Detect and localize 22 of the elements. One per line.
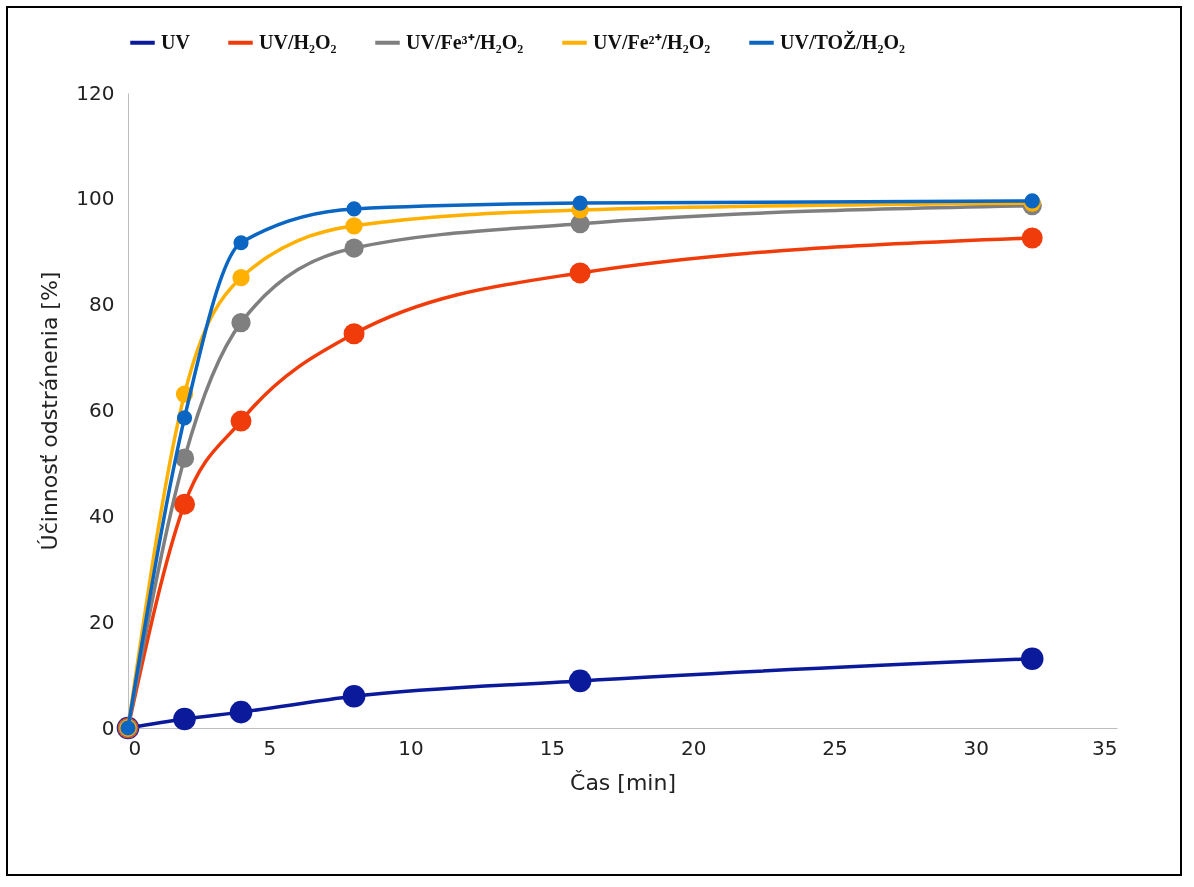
x-tick-label: 10	[398, 735, 424, 760]
x-tick-label: 0	[128, 735, 142, 760]
y-tick-label: 100	[76, 186, 115, 211]
legend-label: UV	[161, 30, 191, 53]
x-tick-label: 35	[1092, 735, 1118, 760]
x-tick-label: 30	[963, 735, 989, 760]
legend-label: UV/Fe³⁺/H₂O₂	[406, 30, 524, 53]
x-tick-label: 5	[263, 735, 277, 760]
y-axis-title: Účinnosť odstránenia [%]	[37, 271, 63, 551]
y-tick-label: 20	[89, 609, 115, 634]
y-tick-label: 40	[89, 503, 115, 528]
x-tick-label: 20	[680, 735, 707, 760]
y-tick-label: 60	[89, 398, 115, 422]
y-tick-label: 0	[101, 715, 115, 740]
legend-label: UV/Fe²⁺/H₂O₂	[593, 30, 711, 53]
y-tick-label: 80	[89, 292, 115, 317]
y-tick-label: 120	[76, 80, 115, 105]
x-axis-title: Čas [min]	[570, 769, 676, 795]
legend-label: UV/H₂O₂	[259, 30, 337, 53]
x-tick-label: 15	[539, 735, 566, 760]
legend-label: UV/TOŽ/H₂O₂	[780, 29, 905, 53]
x-tick-label: 25	[822, 735, 848, 760]
